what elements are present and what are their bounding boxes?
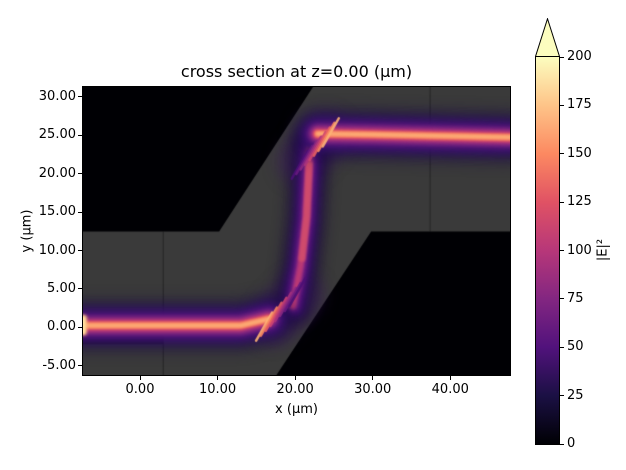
- y-tick-mark: [78, 96, 82, 98]
- heatmap-canvas: [82, 86, 511, 376]
- x-tick-mark: [372, 376, 374, 380]
- y-tick-label: -5.00: [42, 357, 76, 373]
- colorbar-tick-label: 100: [567, 242, 592, 258]
- x-tick-label: 10.00: [198, 382, 237, 397]
- colorbar-tick-mark: [560, 104, 564, 106]
- colorbar-tick-label: 0: [567, 436, 576, 451]
- y-tick-label: 20.00: [38, 165, 76, 181]
- colorbar-tick-mark: [560, 346, 564, 348]
- y-tick-label: 5.00: [47, 280, 76, 296]
- y-tick-mark: [78, 250, 82, 252]
- colorbar-tick-mark: [560, 250, 564, 251]
- y-tick-label: 0.00: [47, 319, 76, 335]
- colorbar-tick-label: 150: [567, 145, 592, 161]
- y-tick-mark: [78, 211, 82, 213]
- x-axis-label: x (µm): [275, 402, 318, 417]
- y-tick-mark: [78, 134, 82, 136]
- x-tick-label: 30.00: [354, 382, 392, 397]
- x-tick-mark: [294, 376, 296, 380]
- x-tick-label: 0.00: [125, 382, 155, 397]
- y-tick-label: 25.00: [38, 127, 76, 143]
- x-tick-mark: [139, 376, 141, 380]
- y-tick-mark: [78, 288, 82, 290]
- y-tick-mark: [78, 173, 82, 175]
- colorbar-extend-arrow-icon: [535, 18, 560, 57]
- plot-title: cross section at z=0.00 (µm): [180, 62, 413, 81]
- x-tick-label: 20.00: [276, 382, 314, 397]
- colorbar-tick-label: 75: [567, 290, 584, 306]
- colorbar-tick-mark: [560, 153, 564, 155]
- colorbar-tick-label: 200: [567, 49, 592, 64]
- colorbar-tick-label: 50: [567, 339, 584, 355]
- y-tick-label: 30.00: [38, 88, 76, 104]
- y-tick-mark: [78, 365, 82, 367]
- x-tick-label: 40.00: [431, 382, 469, 397]
- colorbar-tick-mark: [560, 201, 564, 203]
- colorbar-extend-triangle: [535, 18, 560, 57]
- colorbar-tick-mark: [560, 443, 564, 445]
- y-tick-label: 15.00: [38, 204, 76, 220]
- colorbar-label: |E|²: [595, 238, 611, 262]
- colorbar-tick-mark: [560, 395, 564, 397]
- colorbar: [535, 56, 560, 445]
- colorbar-tick-label: 125: [567, 194, 592, 210]
- x-tick-mark: [217, 376, 219, 380]
- y-tick-mark: [78, 326, 82, 328]
- colorbar-tick-label: 175: [567, 97, 592, 113]
- colorbar-tick-mark: [560, 298, 564, 300]
- y-tick-label: 10.00: [38, 242, 76, 258]
- colorbar-tick-mark: [560, 56, 564, 58]
- x-tick-mark: [449, 376, 451, 380]
- colorbar-tick-label: 25: [567, 387, 584, 403]
